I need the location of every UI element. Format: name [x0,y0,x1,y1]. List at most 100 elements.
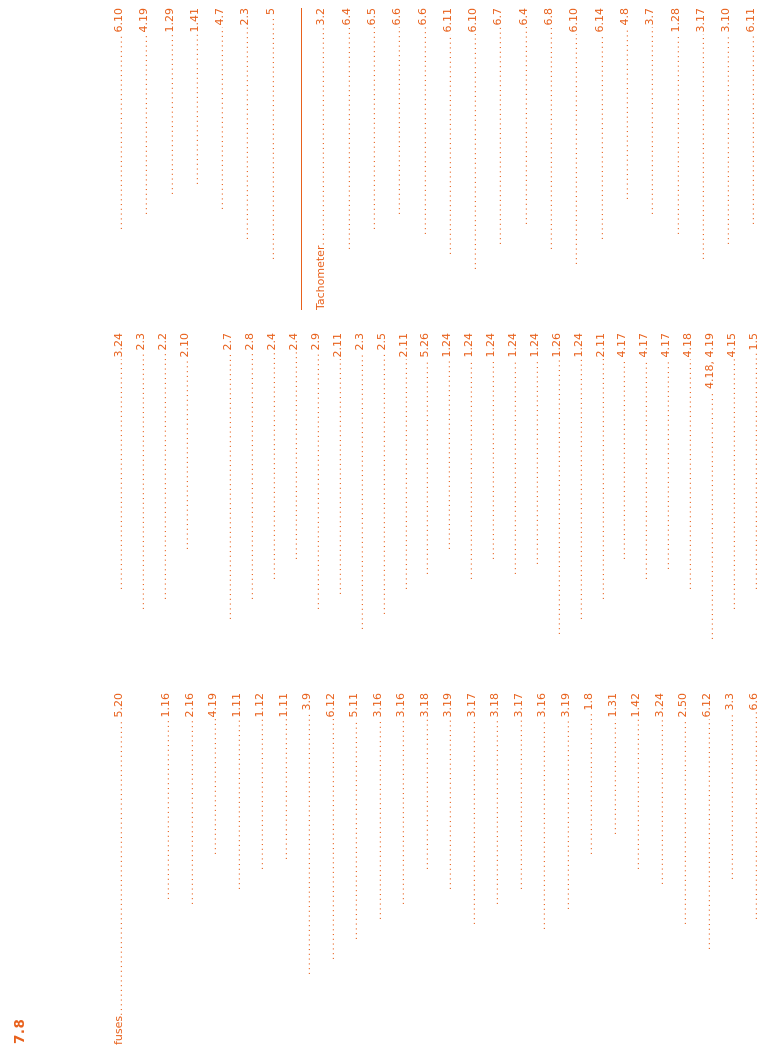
entry-page-number: 3.10 [719,8,733,33]
dot-leader: ........................................… [721,35,732,246]
dot-leader: ........................................… [215,28,226,211]
entry-indent [559,635,560,650]
entry-page-number: 4.18 [681,333,695,358]
entry-indent [247,240,248,310]
entry-indent [286,860,287,1045]
entry-page-number: 2.2 [155,333,169,351]
entry-page-number: 1.11 [276,693,290,718]
entry-page-number: 5.11 [347,693,360,718]
entry-indent [685,925,686,1045]
entry-indent [318,610,319,650]
index-entry: ........................................… [669,8,694,310]
dot-leader: ........................................… [596,360,607,601]
entry-indent [753,225,754,310]
dot-leader: ........................................… [302,713,313,976]
entry-page-number: 3.16 [394,693,407,718]
entry-page-number: 6.6 [415,8,429,26]
dot-leader: ........................................… [584,713,595,856]
entry-indent [615,835,616,1045]
entry-page-number: 2.11 [330,333,344,358]
index-entry: Tachometer..............................… [314,8,339,310]
entry-indent [399,215,400,310]
index-column-1: fuses...................................… [112,693,770,1045]
entry-page-number: 1.29 [162,8,176,33]
entry-page-number: 2.3 [133,333,147,351]
dot-leader: ........................................… [418,28,429,236]
index-entry: ........................................… [681,333,703,650]
entry-indent [662,885,663,1045]
entry-indent [146,215,147,310]
dot-leader: ........................................… [223,353,234,621]
index-entry: ........................................… [441,8,466,310]
entry-indent [537,565,538,650]
entry-indent [591,855,592,1045]
dot-leader: ........................................… [190,35,201,186]
entry-page-number: 2.10 [177,333,191,358]
entry-page-number: 1.11 [229,693,243,718]
index-entry: ........................................… [265,333,287,650]
index-entry: ........................................… [156,333,178,650]
entry-indent [403,905,404,1045]
entry-page-number: 1.24 [527,333,541,358]
entry-indent [734,610,735,650]
index-entry: ........................................… [747,693,771,1045]
index-entry: ........................................… [462,333,484,650]
index-section-gap [136,693,160,1045]
dot-leader: ........................................… [114,360,125,591]
dot-leader: ........................................… [311,353,322,611]
entry-indent [384,615,385,650]
index-entry: ........................................… [440,333,462,650]
dot-leader: ........................................… [367,28,378,231]
entry-page-number: 3.19 [558,693,572,718]
entry-page-number: 6.7 [491,8,505,26]
index-column-2: ........................................… [112,333,769,650]
index-section-gap [200,333,222,650]
entry-page-number: 2.7 [221,333,235,351]
index-entry: ........................................… [643,8,668,310]
entry-indent [239,890,240,1045]
entry-indent [333,960,334,1045]
index-entry: ........................................… [365,8,390,310]
dot-leader: ........................................… [486,360,497,561]
index-entry: ........................................… [347,693,371,1045]
index-entry: ........................................… [528,333,550,650]
entry-page-number: 1.24 [440,333,454,358]
dot-leader: ........................................… [746,35,757,226]
dot-leader: ........................................… [442,360,453,551]
dot-leader: ........................................… [519,28,530,226]
index-entry: ........................................… [324,693,348,1045]
index-entry: ........................................… [264,8,289,310]
dot-leader: ........................................… [696,35,707,261]
index-entry: ........................................… [744,8,769,310]
index-entry: ........................................… [371,693,395,1045]
entry-indent [627,200,628,310]
entry-page-number: 4.7 [213,8,227,26]
entry-page-number: 6.10 [466,8,480,33]
divider-rule [301,8,303,310]
dot-leader: ........................................… [678,720,689,926]
entry-indent [197,185,198,310]
index-entry: ........................................… [213,8,238,310]
entry-page-number: 2.16 [182,693,196,718]
entry-page-number: 2.4 [265,333,279,351]
dot-leader: ........................................… [725,713,736,881]
entry-page-number: 5 [263,8,277,15]
entry-indent [143,610,144,650]
index-entry: ........................................… [206,693,230,1045]
index-entry: ........................................… [466,8,491,310]
entry-page-number: 1.42 [629,693,642,718]
entry-page-number: 1.26 [549,333,563,358]
index-entry: ........................................… [465,693,489,1045]
index-entry: ........................................… [512,693,536,1045]
index-entry: ........................................… [703,333,725,650]
entry-indent [274,580,275,650]
entry-indent [576,265,577,310]
index-entry: ........................................… [659,333,681,650]
entry-page-number: 6.6 [390,8,404,26]
index-entry: ........................................… [606,693,630,1045]
dot-leader: ........................................… [114,720,125,1016]
dot-leader: ........................................… [267,353,278,581]
entry-page-number: 3.17 [693,8,707,33]
entry-indent [603,600,604,650]
